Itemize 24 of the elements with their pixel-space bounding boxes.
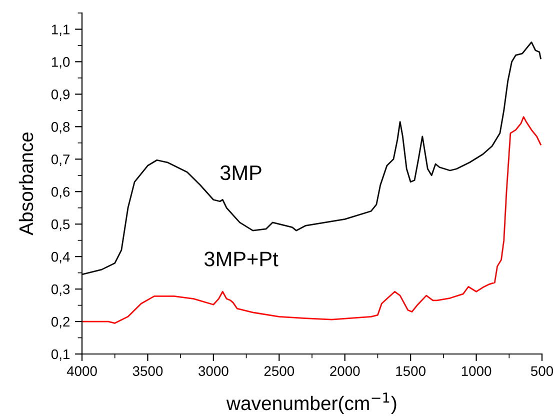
y-tick-label: 0,2 bbox=[51, 316, 70, 328]
y-tick-label: 1,1 bbox=[52, 24, 70, 36]
x-tick-label: 3000 bbox=[198, 366, 228, 376]
x-tick-label: 3500 bbox=[132, 366, 163, 376]
y-tick-label: 0,1 bbox=[51, 349, 70, 361]
y-tick-label: 0,9 bbox=[51, 90, 70, 101]
y-tick-label: 0,8 bbox=[51, 122, 70, 134]
x-tick-label: 2000 bbox=[330, 366, 360, 376]
y-tick-label: 0,6 bbox=[51, 186, 70, 198]
y-axis-title: Absorbance bbox=[18, 132, 34, 236]
x-tick-label: 2500 bbox=[264, 366, 294, 376]
y-tick-label: 1,0 bbox=[52, 57, 70, 69]
series-label: 3MP bbox=[220, 165, 262, 180]
x-tick-label: 1000 bbox=[462, 366, 492, 376]
x-tick-label: 4000 bbox=[66, 366, 97, 376]
series-label: 3MP+Pt bbox=[204, 252, 278, 266]
y-tick-label: 0,3 bbox=[51, 284, 70, 296]
y-tick-label: 0,5 bbox=[51, 219, 70, 231]
y-tick-label: 0,4 bbox=[51, 252, 70, 264]
x-tick-label: 500 bbox=[530, 366, 554, 376]
x-axis-title: wavenumber(cm$^{−1}$) bbox=[226, 392, 396, 414]
line-series bbox=[82, 116, 542, 324]
y-tick-label: 0,7 bbox=[51, 154, 70, 166]
x-tick-label: 1500 bbox=[396, 366, 426, 376]
